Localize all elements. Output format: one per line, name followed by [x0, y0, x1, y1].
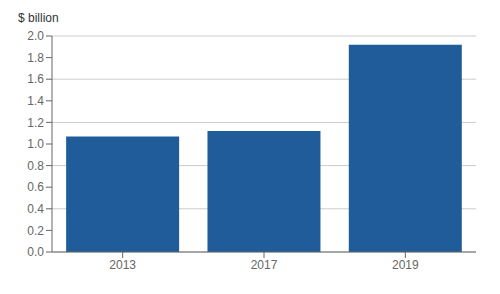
svg-text:1.0: 1.0 [27, 137, 44, 151]
svg-text:2013: 2013 [109, 258, 136, 272]
html-text:$ billion: $ billion [18, 11, 59, 25]
svg-text:0.0: 0.0 [27, 245, 44, 259]
svg-text:0.4: 0.4 [27, 202, 44, 216]
svg-text:2019: 2019 [392, 258, 419, 272]
svg-text:1.8: 1.8 [27, 51, 44, 65]
svg-text:1.4: 1.4 [27, 94, 44, 108]
svg-text:0.8: 0.8 [27, 159, 44, 173]
svg-text:0.2: 0.2 [27, 224, 44, 238]
svg-text:2017: 2017 [251, 258, 278, 272]
svg-text:2.0: 2.0 [27, 29, 44, 43]
svg-text:0.6: 0.6 [27, 180, 44, 194]
svg-text:1.6: 1.6 [27, 72, 44, 86]
svg-text:1.2: 1.2 [27, 116, 44, 130]
